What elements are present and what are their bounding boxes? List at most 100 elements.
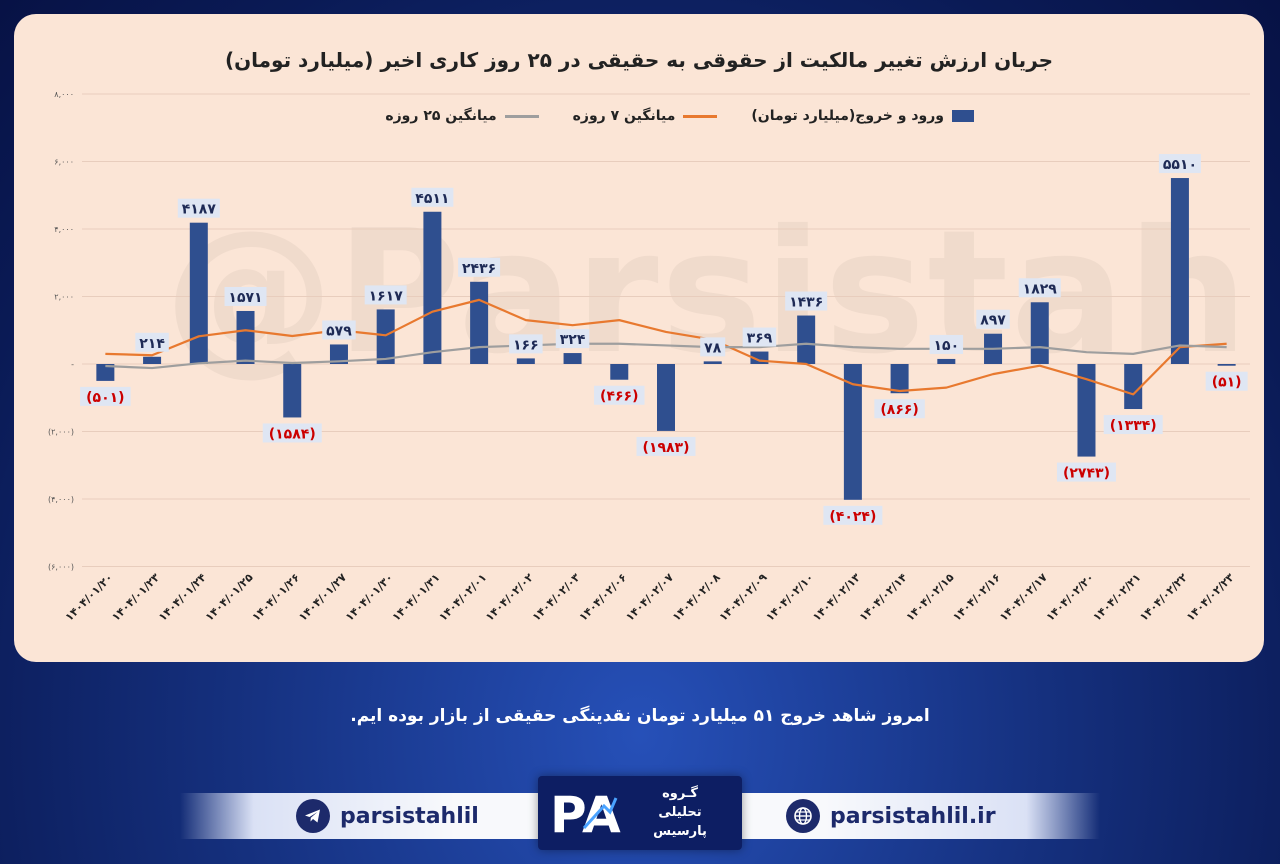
data-label-bg (1103, 415, 1163, 435)
logo-text: گـروه تحلیلی پارسیس (630, 784, 730, 841)
x-tick-label: ۱۴۰۴/۰۲/۱۵ (904, 571, 957, 624)
chart-legend: ورود و خروج(میلیارد تومان) میانگین ۷ روز… (374, 104, 974, 128)
data-label-bg (322, 320, 356, 340)
legend-swatch-bars (952, 110, 974, 122)
chart-title: جریان ارزش تغییر مالکیت از حقوقی به حقیق… (224, 48, 1054, 72)
y-tick-label: (۲,۰۰۰) (48, 428, 74, 437)
bar (376, 309, 395, 364)
data-label-bg (364, 285, 407, 305)
legend-label-ma7: میانگین ۷ روزه (572, 108, 676, 124)
bar (890, 364, 909, 394)
x-tick-label: ۱۴۰۴/۰۲/۲۲ (1137, 571, 1190, 624)
bar (516, 358, 535, 364)
logo-mark: PA (550, 786, 621, 844)
bar (470, 281, 489, 364)
y-tick-label: ۴,۰۰۰ (54, 225, 74, 234)
x-tick-label: ۱۴۰۴/۰۱/۳۱ (390, 571, 443, 624)
data-label: ۵۷۹ (326, 323, 352, 339)
data-label-bg (636, 436, 696, 456)
bar (797, 315, 816, 364)
telegram-icon (296, 799, 330, 833)
data-label-bg (1158, 154, 1201, 174)
logo-line-1: گـروه (662, 786, 698, 801)
data-label-bg (1056, 462, 1116, 482)
x-tick-label: ۱۴۰۴/۰۱/۲۵ (203, 571, 256, 624)
data-label: ۲۴۳۶ (462, 261, 496, 277)
x-tick-label: ۱۴۰۴/۰۲/۱۷ (997, 571, 1050, 624)
data-label-bg (742, 327, 777, 347)
bar (843, 364, 862, 500)
x-tick-label: ۱۴۰۴/۰۲/۰۹ (717, 571, 770, 624)
bar (329, 344, 348, 364)
y-tick-label: ۶,۰۰۰ (54, 158, 74, 167)
data-label: ۳۲۴ (560, 332, 586, 348)
legend-item-bars: ورود و خروج(میلیارد تومان) (751, 108, 974, 124)
ma7-line (105, 298, 1227, 396)
logo-line-3: پارسیس (653, 824, 707, 839)
x-tick-label: ۱۴۰۴/۰۱/۲۶ (250, 571, 303, 624)
data-label: (۴۰۲۴) (829, 509, 876, 525)
data-label-bg (594, 385, 645, 405)
data-label: ۴۵۱۱ (415, 191, 449, 207)
y-tick-label: (۴,۰۰۰) (48, 495, 74, 504)
data-label: (۲۷۴۳) (1063, 466, 1110, 482)
data-label: (۵۰۱) (86, 390, 124, 406)
legend-swatch-ma25 (504, 114, 539, 118)
data-label-bg (411, 187, 454, 207)
bar (96, 364, 115, 381)
x-tick-label: ۱۴۰۴/۰۲/۰۷ (623, 571, 676, 624)
bar (1124, 364, 1143, 410)
logo-line-2: تحلیلی (658, 805, 702, 820)
data-label-bg (177, 198, 220, 218)
legend-item-ma25: میانگین ۲۵ روزه (385, 108, 539, 124)
data-label: ۲۱۴ (139, 336, 165, 352)
data-label: (۱۳۳۴) (1110, 418, 1157, 434)
data-label-bg (700, 337, 726, 357)
data-label: ۵۵۱۰ (1163, 157, 1197, 173)
x-tick-label: ۱۴۰۴/۰۲/۱۰ (763, 571, 816, 624)
data-label-bg (458, 257, 501, 277)
y-tick-label: ۲,۰۰۰ (54, 293, 74, 302)
legend-item-ma7: میانگین ۷ روزه (573, 108, 718, 124)
legend-swatch-ma7 (683, 114, 718, 118)
ma25-line (105, 342, 1227, 370)
data-label-bg (976, 309, 1010, 329)
data-label: ۳۶۹ (747, 331, 773, 347)
x-tick-label: ۱۴۰۴/۰۲/۲۰ (1044, 571, 1097, 624)
x-tick-label: ۱۴۰۴/۰۱/۳۰ (343, 571, 396, 624)
y-tick-label: - (71, 360, 74, 369)
website-url: parsistahlil.ir (830, 803, 996, 829)
website-link[interactable]: parsistahlil.ir (786, 798, 996, 834)
data-label-bg (929, 334, 964, 354)
data-label-bg (823, 505, 883, 525)
x-tick-label: ۱۴۰۴/۰۱/۲۷ (296, 571, 349, 624)
bar (937, 358, 956, 364)
globe-icon (786, 799, 820, 833)
x-tick-label: ۱۴۰۴/۰۲/۰۱ (436, 571, 489, 624)
x-tick-label: ۱۴۰۴/۰۲/۲۳ (1184, 571, 1237, 624)
data-label: ۱۵۷۱ (228, 290, 262, 306)
legend-label-bars: ورود و خروج(میلیارد تومان) (751, 108, 944, 124)
x-tick-label: ۱۴۰۴/۰۲/۰۳ (530, 571, 583, 624)
data-label: ۱۸۲۹ (1023, 281, 1058, 297)
bar (1077, 364, 1096, 457)
data-label: ۱۶۱۷ (369, 288, 404, 304)
data-label: ۴۱۸۷ (182, 202, 217, 218)
telegram-handle: parsistahlil (340, 803, 479, 829)
bar (610, 364, 629, 380)
x-tick-label: ۱۴۰۴/۰۲/۰۶ (577, 571, 630, 624)
y-tick-label: (۶,۰۰۰) (48, 563, 74, 572)
telegram-link[interactable]: parsistahlil (296, 798, 479, 834)
data-label: ۱۵۰ (933, 338, 959, 354)
data-label-bg (224, 286, 267, 306)
data-label: ۸۹۷ (980, 313, 1006, 329)
x-tick-label: ۱۴۰۴/۰۲/۲۱ (1090, 571, 1143, 624)
x-tick-label: ۱۴۰۴/۰۲/۰۸ (670, 571, 723, 624)
x-tick-label: ۱۴۰۴/۰۲/۱۴ (857, 571, 910, 624)
data-label: (۱۹۸۳) (643, 440, 690, 456)
bar (1170, 178, 1189, 364)
data-label: (۵۱) (1212, 375, 1242, 391)
data-label: ۷۸ (704, 340, 722, 356)
